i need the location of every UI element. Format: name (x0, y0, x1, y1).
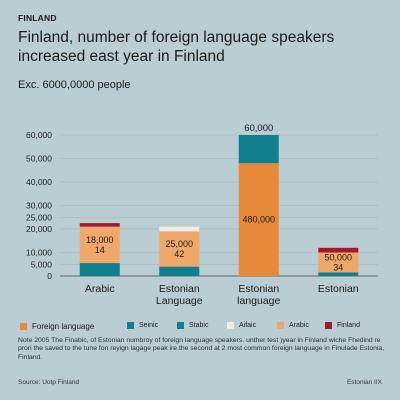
bar-segment (238, 135, 279, 164)
bar-segment (318, 272, 359, 276)
bar-value-label: 42 (174, 249, 184, 259)
bar-segment (318, 252, 359, 273)
bar-segment (159, 231, 200, 267)
legend-label: Finland (337, 322, 360, 329)
y-tick-label: 40,000 (26, 177, 52, 187)
legend-label: Seinic (139, 322, 159, 329)
y-tick-label: 60,000 (26, 130, 52, 140)
bar-segment (159, 266, 200, 276)
kicker: FINLAND (18, 13, 57, 23)
legend-label: Stabic (189, 322, 209, 329)
bar-top-label: 60,000 (244, 123, 273, 134)
footnote: Note 2005 The Finabic, of Estonian numbr… (18, 337, 385, 361)
x-category-label: Estonian (238, 283, 279, 295)
x-category-label: language (237, 295, 280, 307)
y-tick-label: 0 (47, 271, 52, 281)
y-tick-label: 30,000 (26, 201, 52, 211)
legend-label: Arabic (289, 322, 309, 329)
y-tick-label: 10,000 (26, 248, 52, 258)
legend-item: Seinic (127, 322, 158, 329)
credit: Estonian IIX (346, 379, 382, 386)
bar-value-label: 50,000 (324, 252, 352, 262)
legend-item: Aifaic (227, 322, 256, 329)
chart-subtitle: Exc. 6000,0000 people (18, 79, 131, 91)
x-category-label: Language (156, 295, 203, 307)
bar-value-label: 25,000 (165, 239, 193, 249)
y-tick-label: 50,000 (26, 154, 52, 164)
legend-item: Arabic (277, 322, 309, 329)
legend-swatch (325, 322, 332, 329)
y-tick-label: 25,000 (26, 212, 52, 222)
bar-segment (79, 223, 120, 227)
x-category-label: Estonian (318, 283, 359, 295)
legend-item: Finland (325, 322, 360, 329)
x-category-label: Estonian (159, 283, 200, 295)
legend-label: Foreign language (32, 322, 95, 331)
x-category-label: Arabic (85, 283, 115, 295)
bar-segment (79, 226, 120, 264)
bar-value-label: 14 (95, 245, 105, 255)
legend-swatch (127, 322, 134, 329)
bar-value-label: 480,000 (242, 215, 275, 225)
legend-swatch (277, 322, 284, 329)
bar-chart: 05,00010,00020,00025,00030,00040,00050,0… (26, 123, 378, 307)
legend-swatch (177, 322, 184, 329)
y-tick-label: 5,000 (31, 259, 53, 269)
legend-swatch (227, 322, 234, 329)
chart-title: Finland, number of foreign language spea… (18, 29, 335, 65)
bar-value-label: 18,000 (86, 235, 114, 245)
bar-value-label: 34 (333, 262, 343, 272)
y-tick-label: 20,000 (26, 224, 52, 234)
source: Source: Uotp Finland (18, 379, 80, 386)
bar-segment (238, 163, 279, 276)
legend-item: Foreign language (20, 322, 94, 331)
legend-label: Aifaic (239, 322, 257, 329)
legend-swatch (20, 323, 27, 330)
bar-segment (318, 247, 359, 253)
legend-item: Stabic (177, 322, 208, 329)
bar-segment (159, 226, 200, 232)
bar-segment (79, 263, 120, 276)
